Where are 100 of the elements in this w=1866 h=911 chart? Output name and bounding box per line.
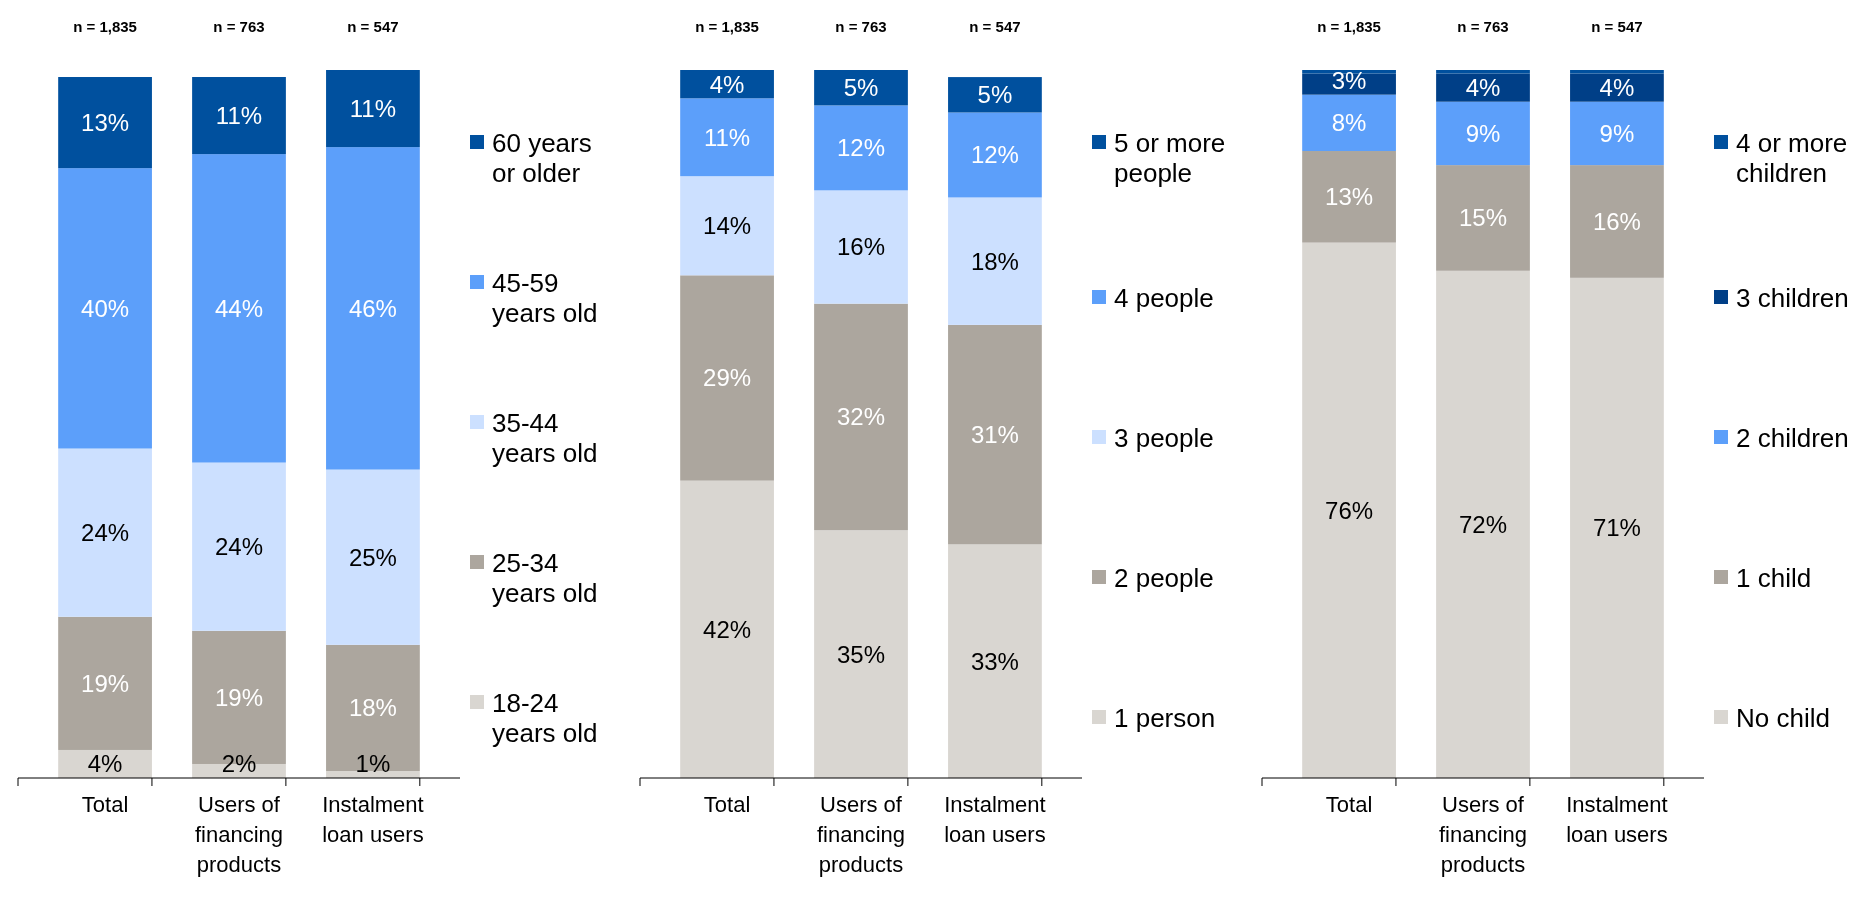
legend-label: 60 years or older [492,128,592,189]
text: n = 547 [347,18,399,35]
bar [1570,101,1664,166]
data-label: 4% [1599,74,1635,102]
text: n = 1,835 [73,18,137,35]
bar [1436,270,1530,778]
text: n = 763 [835,18,887,35]
bar [1302,151,1396,243]
data-label: 46% [348,294,397,322]
data-label: 4% [709,70,745,98]
data-label: 1% [355,750,391,778]
legend-label: 35-44 years old [492,408,598,469]
data-label: 4% [87,750,123,778]
bar [680,176,774,276]
data-label: 2% [221,750,257,778]
bar [1570,277,1664,778]
data-label: 11% [215,101,263,129]
bar [814,303,908,531]
legend-label: 3 people [1114,423,1214,454]
legend-label: 3 children [1736,283,1849,314]
data-label: 24% [214,533,264,561]
text: n = 1,835 [1317,18,1381,35]
bar [192,154,286,463]
data-label: 15% [1458,204,1508,232]
data-label: 3% [1331,67,1367,95]
data-label: 29% [703,364,752,392]
x-tick-label: Total [1325,791,1373,817]
bar [326,644,420,771]
bar [680,98,774,177]
legend-label: 1 child [1736,563,1812,594]
bar [326,70,420,148]
data-label: 19% [214,683,264,711]
bar [814,70,908,106]
data-label: 9% [1599,119,1635,147]
bar [948,77,1042,113]
legend-label: 4 people [1114,283,1214,314]
bar [192,77,286,155]
legend-label: No child [1736,703,1830,734]
legend-label: 1 person [1114,703,1216,734]
bar [948,197,1042,325]
x-tick-label: Total [703,791,751,817]
data-label: 8% [1331,109,1367,137]
data-label: 35% [836,640,886,668]
data-label: 32% [836,403,886,431]
data-label: 33% [970,647,1019,675]
bar [1302,242,1396,778]
legend-label: 18-24 years old [492,688,598,749]
data-label: 44% [214,294,264,322]
bar [814,190,908,304]
data-label: 40% [81,294,130,322]
x-tick-label: Users of financing products [816,791,906,877]
bar [326,147,420,470]
data-label: 4% [1465,74,1501,102]
text: n = 763 [213,18,265,35]
text: n = 547 [1591,18,1643,35]
bar [58,77,152,169]
bar [1570,70,1664,74]
text: n = 1,835 [695,18,759,35]
x-tick-label: Instalment loan users [322,791,424,847]
bar [814,105,908,191]
data-label: 16% [1592,207,1641,235]
bar [58,448,152,617]
data-label: 13% [81,108,130,136]
bar [58,168,152,449]
data-label: 42% [703,615,752,643]
x-tick-label: Instalment loan users [1566,791,1668,847]
bar [192,462,286,631]
x-tick-label: Instalment loan users [944,791,1046,847]
legend-label: 25-34 years old [492,548,598,609]
data-label: 18% [970,247,1019,275]
data-label: 72% [1458,510,1508,538]
legend-label: 5 or more people [1114,128,1226,189]
data-label: 25% [348,543,397,571]
bar [326,469,420,645]
data-label: 31% [970,421,1019,449]
bar [1302,94,1396,152]
legend-label: 2 people [1114,563,1214,594]
bar [1436,165,1530,271]
text: n = 763 [1457,18,1509,35]
bar [680,480,774,778]
data-label: 76% [1325,496,1374,524]
bar [948,112,1042,198]
legend-label: 2 children [1736,423,1849,454]
text: n = 547 [969,18,1021,35]
x-tick-label: Users of financing products [1438,791,1528,877]
legend-label: 4 or more children [1736,128,1848,189]
x-tick-label: Total [81,791,129,817]
data-label: 9% [1465,119,1501,147]
data-label: 11% [349,94,397,122]
bar [1302,70,1396,74]
data-label: 13% [1325,183,1374,211]
x-tick-label: Users of financing products [194,791,284,877]
bar [1436,70,1530,74]
data-label: 5% [843,74,879,102]
data-label: 71% [1592,514,1641,542]
data-label: 16% [836,233,886,261]
data-label: 12% [970,141,1019,169]
bar [1436,101,1530,166]
bar [58,616,152,750]
data-label: 11% [703,123,751,151]
